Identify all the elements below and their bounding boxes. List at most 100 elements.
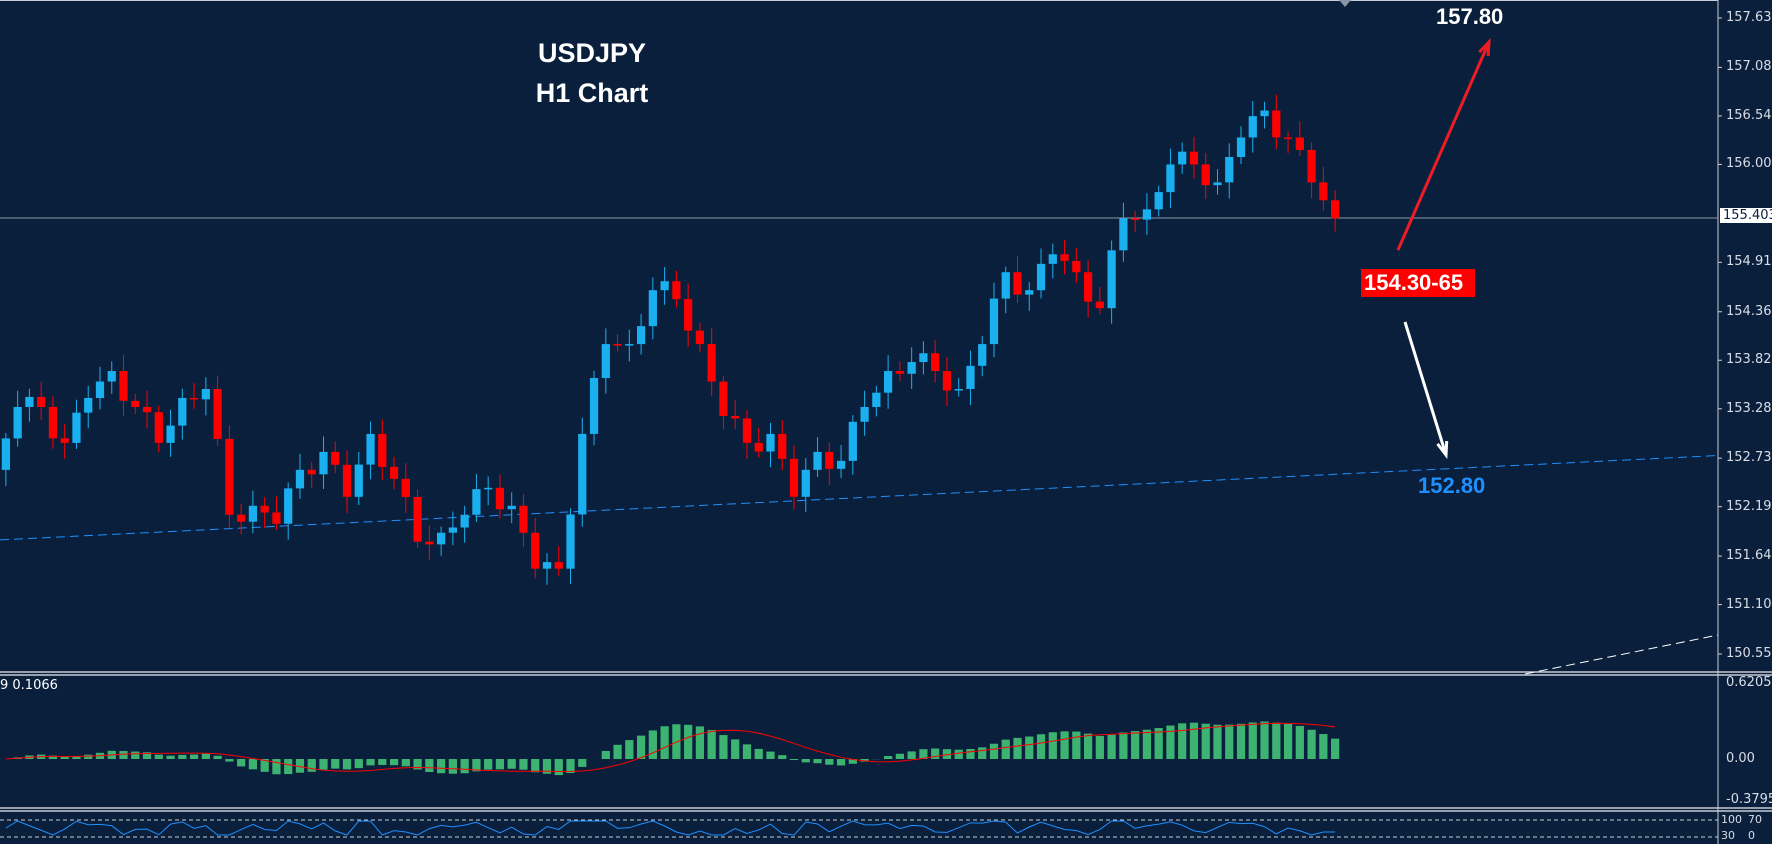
candle-body: [13, 406, 22, 439]
candle-body: [448, 527, 457, 533]
candle-body: [1119, 218, 1128, 251]
macd-histogram-bar: [1107, 734, 1116, 759]
candle-body: [1166, 164, 1175, 193]
candle-body: [201, 389, 210, 400]
macd-histogram-bar: [636, 735, 646, 759]
y-tick-label: 156.000: [1726, 156, 1772, 172]
macd-histogram-bar: [1131, 731, 1140, 759]
macd-histogram-bar: [519, 759, 528, 770]
candle-body: [731, 415, 740, 419]
y-tick-label: 157.630: [1726, 10, 1772, 25]
macd-histogram-bar: [1236, 723, 1246, 759]
macd-histogram-bar: [895, 753, 904, 759]
macd-histogram-bar: [272, 759, 281, 775]
candle-body: [142, 406, 152, 413]
candle-body: [237, 514, 246, 522]
macd-histogram-bar: [142, 752, 152, 759]
macd-signal-line: [5, 722, 1336, 772]
y-tick-label: 154.360: [1726, 303, 1772, 319]
candle-body: [789, 458, 799, 497]
macd-histogram-bar: [342, 759, 352, 770]
candle-body: [660, 281, 669, 291]
candle-body: [1013, 272, 1022, 295]
candle-body: [295, 469, 305, 489]
candle-body: [1236, 137, 1246, 157]
macd-histogram-bar: [189, 754, 199, 759]
candle-body: [248, 505, 258, 522]
candle-body: [154, 412, 163, 443]
candle-body: [507, 505, 516, 510]
candle-body: [1201, 164, 1210, 186]
macd-histogram-bar: [1119, 732, 1128, 759]
macd-histogram-bar: [1331, 738, 1340, 759]
macd-tick: 0.00: [1726, 751, 1755, 766]
macd-histogram-bar: [1189, 722, 1199, 759]
macd-histogram-bar: [354, 759, 363, 769]
candle-body: [331, 451, 340, 465]
candle-body: [401, 478, 410, 497]
macd-histogram-bar: [1013, 737, 1022, 759]
macd-histogram-bar: [884, 756, 893, 759]
macd-histogram-bar: [625, 740, 634, 759]
candle-body: [542, 562, 552, 569]
candle-body: [1319, 182, 1328, 201]
candle-body: [519, 505, 528, 533]
macd-histogram-bar: [848, 759, 857, 764]
candle-body: [684, 299, 693, 331]
macd-histogram-bar: [166, 755, 175, 759]
macd-histogram-bar: [319, 759, 328, 770]
support-trendline: [0, 454, 1719, 541]
macd-histogram-bar: [825, 759, 834, 765]
macd-histogram-bar: [1048, 732, 1057, 759]
candle-body: [1260, 110, 1269, 117]
candle-body: [1001, 272, 1010, 299]
y-tick-label: 151.640: [1726, 548, 1772, 564]
candle-body: [119, 371, 128, 401]
candle-body: [589, 378, 599, 434]
macd-histogram-bar: [754, 748, 763, 759]
macd-histogram-bar: [742, 744, 752, 759]
macd-histogram-bar: [719, 735, 728, 759]
candle-body: [1036, 263, 1046, 291]
macd-histogram-bar: [448, 759, 457, 774]
macd-histogram-bar: [1178, 723, 1187, 759]
macd-histogram-bar: [437, 759, 446, 774]
candle-body: [1083, 272, 1093, 302]
macd-histogram-bar: [1060, 731, 1069, 759]
macd-histogram-bar: [1283, 723, 1293, 759]
macd-histogram-bar: [1260, 721, 1269, 759]
candle-body: [1225, 156, 1234, 183]
up-arrow-head-icon: [1478, 37, 1491, 57]
candle-body: [989, 298, 999, 345]
macd-histogram-bar: [1154, 728, 1163, 759]
candle-body: [778, 433, 787, 459]
macd-histogram-bar: [401, 759, 410, 767]
macd-histogram-bar: [1142, 729, 1152, 759]
rsi-line: [5, 820, 1336, 836]
macd-histogram-bar: [1083, 733, 1093, 759]
y-tick-label: 150.550: [1726, 646, 1772, 661]
macd-histogram-bar: [460, 759, 469, 774]
candle-body: [472, 489, 481, 515]
down-arrow-head-icon: [1436, 440, 1449, 460]
candle-body: [48, 406, 58, 439]
candle-body: [413, 496, 422, 542]
candle-body: [60, 438, 69, 443]
candle-body: [648, 290, 657, 327]
candle-body: [1095, 301, 1104, 309]
candle-body: [260, 505, 269, 513]
macd-histogram-bar: [684, 724, 693, 759]
candle-body: [95, 381, 105, 398]
up-arrow: [1396, 41, 1491, 251]
macd-histogram-bar: [966, 748, 975, 759]
candle-body: [166, 425, 175, 443]
macd-histogram-bar: [731, 739, 740, 759]
candle-body: [307, 469, 316, 475]
macd-histogram-bar: [989, 743, 999, 759]
candle-body: [719, 381, 728, 416]
macd-histogram-bar: [942, 749, 952, 759]
candle-body: [801, 469, 810, 497]
macd-tick: 0.6205: [1726, 675, 1772, 690]
macd-histogram-bar: [484, 759, 493, 770]
